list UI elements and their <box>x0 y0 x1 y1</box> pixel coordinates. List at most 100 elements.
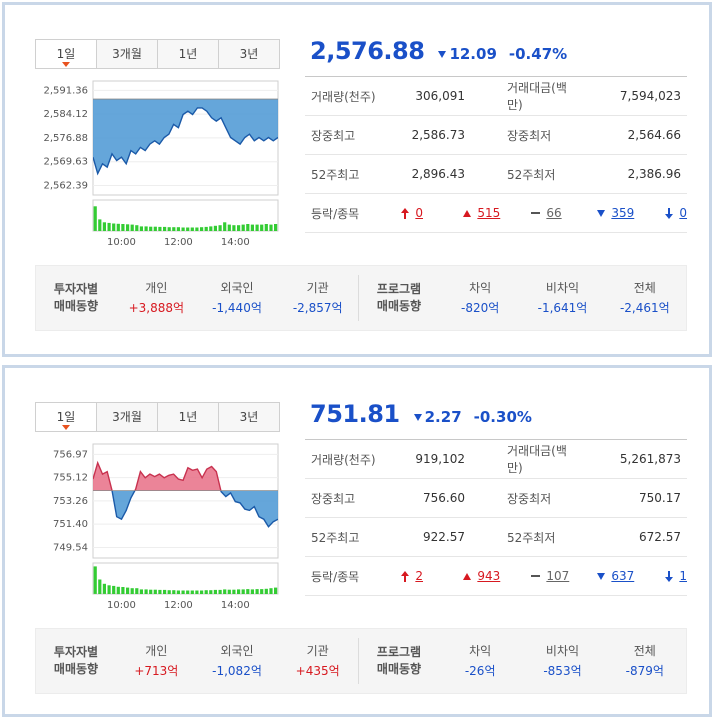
volume-bar <box>93 566 97 594</box>
volume-bar <box>269 224 273 231</box>
volume-bar <box>218 589 222 594</box>
volume-bar <box>107 222 111 231</box>
volume-bar <box>172 227 176 231</box>
volume-bar <box>163 589 167 594</box>
flat-count-link[interactable]: 66 <box>546 206 562 220</box>
upper-limit-count-link[interactable]: 2 <box>415 569 423 583</box>
selected-caret-icon <box>62 425 70 430</box>
intraday-high-value: 756.60 <box>423 491 465 505</box>
tab-1year[interactable]: 1년 <box>158 402 219 432</box>
flow-value: -1,440억 <box>212 301 262 315</box>
52w-high-value: 2,896.43 <box>411 167 465 181</box>
volume-label: 거래량(천주) <box>311 452 376 467</box>
rise-count-link[interactable]: 943 <box>477 569 501 583</box>
investor-foreign: 외국인 -1,082억 <box>197 641 278 681</box>
trade-value-value: 5,261,873 <box>619 452 681 466</box>
breadth-row: 등락/종목 0 515 66 359 0 <box>305 194 687 233</box>
52w-low-label: 52주최저 <box>507 167 556 182</box>
volume-bar <box>246 224 250 231</box>
stats-table: 거래량(천주) 306,091 거래대금(백만) 7,594,023 장중최고 … <box>305 76 687 233</box>
breadth-row: 등락/종목 2 943 107 637 1 <box>305 557 687 596</box>
tab-1day[interactable]: 1일 <box>35 39 97 69</box>
volume-bar <box>227 589 231 594</box>
volume-bar <box>227 224 231 231</box>
period-tabs: 1일 3개월 1년 3년 <box>35 39 280 69</box>
period-tabs: 1일 3개월 1년 3년 <box>35 402 280 432</box>
volume-bar <box>181 590 185 594</box>
rise-triangle-icon <box>463 209 472 217</box>
trade-value-value: 7,594,023 <box>619 89 681 103</box>
flow-value: -853억 <box>543 664 582 678</box>
lower-limit-count-link[interactable]: 1 <box>679 569 687 583</box>
volume-bar <box>200 590 204 594</box>
tab-3year[interactable]: 3년 <box>219 39 280 69</box>
volume-bar <box>139 226 143 231</box>
program-flows-title: 프로그램 매매동향 <box>376 282 422 313</box>
volume-bar <box>237 225 241 231</box>
flow-value: +713억 <box>134 664 179 678</box>
52w-low-value: 2,386.96 <box>627 167 681 181</box>
area-above-base <box>93 462 278 491</box>
tab-3month[interactable]: 3개월 <box>97 39 158 69</box>
x-tick-label: 10:00 <box>107 600 136 611</box>
y-tick-label: 2,569.63 <box>43 157 88 168</box>
x-tick-label: 12:00 <box>164 237 193 248</box>
program-flows-title: 프로그램 매매동향 <box>376 645 422 676</box>
volume-bar <box>241 589 245 594</box>
intraday-high-value: 2,586.73 <box>411 128 465 142</box>
down-triangle-icon <box>438 51 447 58</box>
fall-triangle-icon <box>597 572 606 580</box>
lower-limit-count-link[interactable]: 0 <box>679 206 687 220</box>
index-price: 751.81 <box>310 400 400 428</box>
volume-bar <box>167 590 171 594</box>
52w-high-value: 922.57 <box>423 530 465 544</box>
volume-bar <box>149 226 153 231</box>
price-line-down <box>93 107 278 176</box>
investor-flows-title: 투자자별 매매동향 <box>53 645 99 676</box>
intraday-chart[interactable]: 2,591.36 2,584.12 2,576.88 2,569.63 2,562.39… <box>5 73 285 258</box>
flat-count-link[interactable]: 107 <box>546 569 570 583</box>
volume-bar <box>135 588 139 594</box>
lower-limit-arrow-icon <box>665 570 674 582</box>
upper-limit-item: 0 <box>401 206 463 220</box>
volume-bar <box>107 585 111 594</box>
tab-3year[interactable]: 3년 <box>219 402 280 432</box>
volume-bar <box>121 587 125 594</box>
volume-bar <box>232 225 236 231</box>
stats-row: 장중최고 756.60 장중최저 750.17 <box>305 479 687 518</box>
fall-count-link[interactable]: 637 <box>611 569 635 583</box>
y-tick-label: 2,584.12 <box>43 109 88 120</box>
volume-bar <box>116 223 120 232</box>
upper-limit-count-link[interactable]: 0 <box>415 206 423 220</box>
52w-low-value: 672.57 <box>639 530 681 544</box>
volume-area <box>92 199 279 232</box>
program-total: 전체 -879억 <box>604 641 686 681</box>
rise-item: 515 <box>463 206 531 220</box>
volume-bar <box>139 589 143 594</box>
x-tick-label: 14:00 <box>221 600 250 611</box>
index-headline: 2,576.88 12.09 -0.47% <box>310 37 567 73</box>
index-panel-kosdaq: 1일 3개월 1년 3년 756.97 755.12 753.26 751.40 749… <box>2 365 712 717</box>
volume-bar <box>93 206 97 231</box>
volume-bar <box>274 587 278 594</box>
tab-3month[interactable]: 3개월 <box>97 402 158 432</box>
change-value: 2.27 <box>424 408 462 426</box>
flow-value: -879억 <box>625 664 664 678</box>
volume-bar <box>153 589 157 594</box>
volume-bar <box>126 587 130 594</box>
volume-label: 거래량(천주) <box>311 89 376 104</box>
fall-item: 637 <box>597 569 665 583</box>
volume-bar <box>218 225 222 231</box>
volume-bar <box>130 224 134 231</box>
rise-count-link[interactable]: 515 <box>477 206 501 220</box>
volume-bar <box>121 224 125 231</box>
intraday-chart[interactable]: 756.97 755.12 753.26 751.40 749.54 10:00 12:00… <box>5 436 285 621</box>
tab-1day[interactable]: 1일 <box>35 402 97 432</box>
tab-1year[interactable]: 1년 <box>158 39 219 69</box>
investor-individual: 개인 +3,888억 <box>116 278 197 318</box>
rise-item: 943 <box>463 569 531 583</box>
price-line-down <box>111 490 278 528</box>
fall-count-link[interactable]: 359 <box>611 206 635 220</box>
volume-bar <box>204 590 208 594</box>
flow-value: -1,082억 <box>212 664 262 678</box>
